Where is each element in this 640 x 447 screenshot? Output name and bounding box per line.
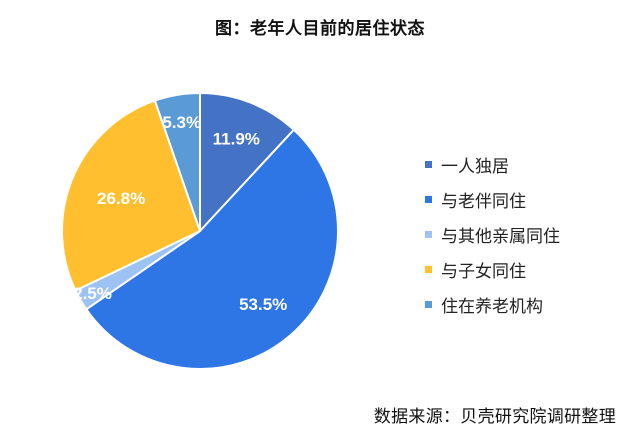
legend-swatch (425, 301, 432, 308)
pie-slices (61, 91, 339, 370)
legend-label: 与子女同住 (441, 262, 526, 282)
chart-title: 图：老年人目前的居住状态 (215, 19, 425, 39)
legend-swatch (425, 161, 432, 168)
legend-item-4: 与子女同住 (425, 252, 560, 287)
pie-data-label-3: 2.5% (73, 284, 112, 303)
pie-slice-4 (61, 99, 202, 292)
legend-swatch (425, 231, 432, 238)
pie-data-label-2: 53.5% (239, 295, 287, 314)
legend-swatch (425, 266, 432, 273)
pie-slice-5 (153, 91, 201, 232)
source-note: 数据来源：贝壳研究院调研整理 (373, 407, 616, 427)
pie-data-label-5: 5.3% (162, 113, 201, 132)
pie-data-labels: 11.9% 53.5% 2.5% 26.8% 5.3% (73, 113, 287, 314)
pie-data-label-4: 26.8% (97, 189, 145, 208)
legend-item-5: 住在养老机构 (425, 287, 560, 322)
legend-label: 与其他亲属同住 (441, 227, 560, 247)
legend-item-1: 一人独居 (425, 147, 560, 182)
pie-data-label-1: 11.9% (213, 130, 260, 149)
pie-slice-2 (84, 128, 339, 370)
chart-legend: 一人独居与老伴同住与其他亲属同住 与子女同住住在养老机构 (425, 147, 560, 322)
pie-slice-1 (199, 91, 296, 234)
legend-item-3: 与其他亲属同住 (425, 217, 560, 252)
legend-label: 一人独居 (441, 157, 509, 177)
legend-item-2: 与老伴同住 (425, 182, 560, 217)
legend-swatch (425, 196, 432, 203)
legend-label: 住在养老机构 (441, 297, 543, 317)
legend-label: 与老伴同住 (441, 192, 526, 212)
